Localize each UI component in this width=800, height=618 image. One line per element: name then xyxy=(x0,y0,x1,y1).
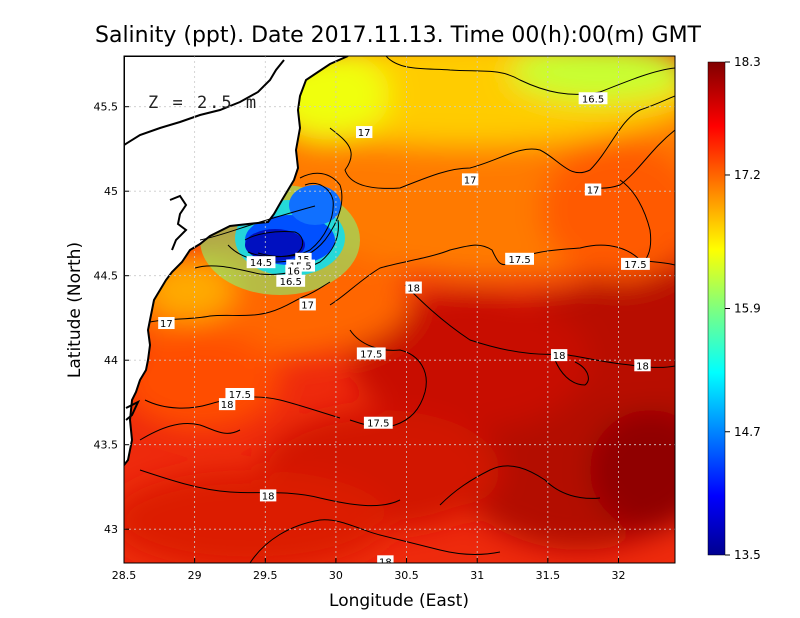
contour-16-5 xyxy=(385,56,675,95)
colorbar-tick-label: 14.7 xyxy=(734,425,761,439)
contour-label-box xyxy=(405,281,422,294)
inland-lagoon xyxy=(125,399,141,421)
contour-label-box xyxy=(377,555,394,563)
contour-17-5-mid xyxy=(329,244,675,306)
contour-label-box xyxy=(225,388,255,400)
contour-label-box xyxy=(584,183,602,196)
x-tick-label: 29.5 xyxy=(253,569,278,582)
contour-label-box xyxy=(356,347,386,360)
colorbar-tick-label: 15.9 xyxy=(734,302,761,316)
y-tick-label: 44.5 xyxy=(94,270,119,283)
x-tick-label: 31.5 xyxy=(536,569,561,582)
inland-boundaries xyxy=(124,59,285,421)
colorbar-tick-label: 17.2 xyxy=(734,168,761,182)
colorbar-ticks: 18.3 17.2 15.9 14.7 13.5 xyxy=(725,55,761,562)
contour-label-box xyxy=(285,264,302,277)
contour-17-north xyxy=(329,95,675,189)
field-patch-max xyxy=(590,410,675,530)
contour-label: 17 xyxy=(358,128,371,139)
contour-label-box xyxy=(259,489,277,502)
contour-label-box xyxy=(363,416,393,429)
contour-label-box xyxy=(578,92,608,105)
x-axis-title: Longitude (East) xyxy=(329,591,469,611)
field-patch-high-sw xyxy=(124,470,390,563)
y-tick-label: 44 xyxy=(104,354,118,367)
field-patch-orange-ne xyxy=(540,140,675,280)
contour-label: 18 xyxy=(221,400,234,411)
y-tick-label: 45.5 xyxy=(94,101,119,114)
contour-label-box xyxy=(295,252,312,265)
inland-border-delta xyxy=(169,194,188,251)
contour-label: 18 xyxy=(379,557,392,568)
x-tick-label: 30.5 xyxy=(394,569,419,582)
plume-core xyxy=(245,229,305,261)
colorbar-gradient xyxy=(707,61,726,556)
contour-18-west xyxy=(139,422,241,441)
y-axis: 43 43.5 44 44.5 45 45.5 xyxy=(94,101,129,536)
y-tick-label: 43.5 xyxy=(94,439,119,452)
contour-label-box xyxy=(276,274,306,287)
contour-18-south xyxy=(249,519,501,563)
contour-label: 14.5 xyxy=(250,258,272,269)
contour-label-box xyxy=(246,256,276,269)
contour-label: 17 xyxy=(301,300,314,311)
grid-lines xyxy=(124,56,675,563)
contour-label-box xyxy=(621,257,650,270)
contour-label: 17 xyxy=(587,186,600,197)
y-axis-title: Latitude (North) xyxy=(65,242,85,378)
contour-label-box xyxy=(158,317,175,330)
contour-17-5-east xyxy=(619,179,652,266)
contour-label: 18 xyxy=(553,351,566,362)
colorbar-tick-label: 18.3 xyxy=(734,55,761,69)
contour-labels: 16.517171717.517.51514.515.51616.5181717… xyxy=(158,92,651,568)
contour-label: 18 xyxy=(407,284,420,295)
plume-north xyxy=(289,185,341,225)
contour-label: 17.5 xyxy=(229,390,251,401)
contour-label-box xyxy=(355,126,373,139)
contour-17-west xyxy=(149,281,331,323)
y-tick-label: 43 xyxy=(104,523,118,536)
contour-label: 18 xyxy=(636,361,649,372)
plot-frame xyxy=(123,55,676,564)
inland-border-north xyxy=(124,59,285,146)
contour-label: 18 xyxy=(262,491,275,502)
x-tick-label: 29 xyxy=(188,569,202,582)
salinity-field xyxy=(124,56,675,563)
contour-label-box xyxy=(634,359,651,372)
contour-label: 16.5 xyxy=(582,94,604,105)
x-tick-label: 28.5 xyxy=(112,569,137,582)
y-tick-label: 45 xyxy=(104,185,118,198)
contour-label-box xyxy=(299,298,316,311)
contour-label-box xyxy=(461,173,479,186)
contour-18-loop xyxy=(554,359,589,386)
contour-label: 16.5 xyxy=(280,277,302,288)
colorbar-tick-label: 13.5 xyxy=(734,548,761,562)
x-tick-label: 32 xyxy=(611,569,625,582)
x-tick-label: 31 xyxy=(470,569,484,582)
field-patch-green-ne xyxy=(510,56,675,102)
plot-area: Z = 2.5 m 16.517171717.517.51514.515.516… xyxy=(124,56,675,568)
contour-label: 16 xyxy=(287,267,300,278)
contour-label-box xyxy=(218,398,236,411)
field-patch-orange-sw xyxy=(124,330,280,430)
chart-title: Salinity (ppt). Date 2017.11.13. Time 00… xyxy=(95,23,702,48)
contour-label: 17.5 xyxy=(367,419,389,430)
colorbar: 18.3 17.2 15.9 14.7 13.5 xyxy=(707,55,761,562)
x-tick-label: 30 xyxy=(329,569,343,582)
contour-label-box xyxy=(505,252,534,265)
depth-annotation: Z = 2.5 m xyxy=(148,93,258,113)
contour-label: 17 xyxy=(464,175,477,186)
contour-label: 17.5 xyxy=(624,260,646,271)
contour-label: 17 xyxy=(160,319,173,330)
contour-plume-1 xyxy=(199,205,316,241)
contour-label-box xyxy=(550,349,568,362)
contour-label: 17.5 xyxy=(508,255,530,266)
contour-label: 17.5 xyxy=(360,349,382,360)
contour-18-southeast xyxy=(439,465,601,506)
x-axis: 28.5 29 29.5 30 30.5 31 31.5 32 xyxy=(112,558,625,582)
